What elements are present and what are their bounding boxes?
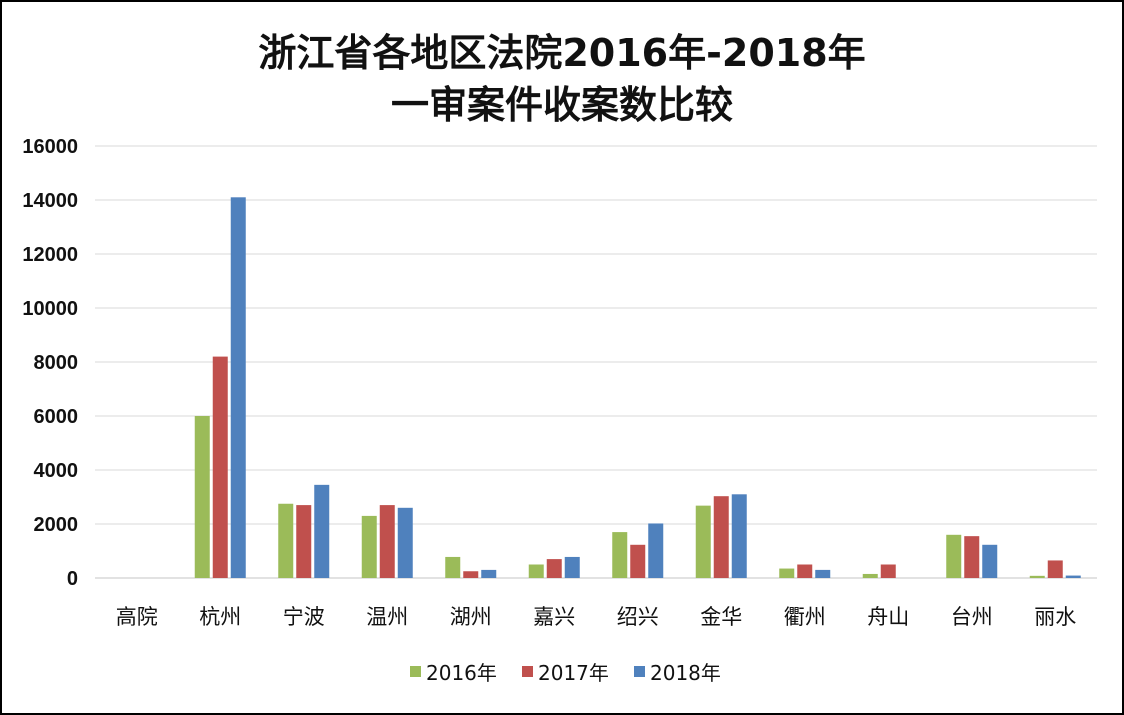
bar-2017年-台州 [964,536,980,578]
bar-2018年-湖州 [481,569,497,578]
bar-2017年-温州 [379,505,395,578]
y-tick-label: 12000 [22,244,78,266]
bar-2018年-金华 [731,494,747,578]
legend-label: 2016年 [426,661,497,685]
x-axis-categories: 高院 杭州 宁波 温州 湖州 嘉兴 绍兴 金华 衢州 舟山 台州 丽水 [116,605,1077,629]
y-tick-label: 6000 [34,406,79,428]
bar-2016年-舟山 [862,573,878,578]
bar-2018年-绍兴 [648,523,664,578]
bar-2018年-台州 [982,544,998,578]
bar-2018年-宁波 [314,484,330,578]
chart-title-line1: 浙江省各地区法院2016年-2018年 [258,31,865,75]
y-tick-label: 14000 [22,190,78,212]
bar-2018年-丽水 [1065,575,1081,578]
bar-2018年-衢州 [815,569,831,578]
x-category-label: 衢州 [784,605,826,629]
bar-2018年-嘉兴 [564,556,580,578]
legend: 2016年 2017年 2018年 [410,661,721,685]
bar-2017年-衢州 [797,564,813,578]
x-category-label: 温州 [366,605,408,629]
x-category-label: 湖州 [450,605,492,629]
bar-2016年-金华 [695,505,711,578]
bar-2017年-舟山 [880,564,896,578]
bar-2017年-杭州 [212,356,228,578]
x-category-label: 嘉兴 [533,605,575,629]
y-tick-label: 4000 [34,460,79,482]
bar-2016年-丽水 [1029,575,1045,578]
x-category-label: 高院 [116,605,158,629]
bars [194,197,1081,579]
chart-title-line2: 一审案件收案数比较 [391,83,733,127]
bar-2017年-绍兴 [630,544,646,578]
bar-2017年-宁波 [296,505,312,578]
bar-2016年-宁波 [278,503,294,578]
x-category-label: 杭州 [199,605,241,629]
bar-2016年-台州 [946,534,962,578]
y-tick-label: 2000 [34,514,79,536]
x-category-label: 台州 [951,605,993,629]
y-tick-label: 10000 [22,298,78,320]
legend-swatch [410,666,421,677]
legend-label: 2018年 [650,661,721,685]
bar-2018年-杭州 [230,197,246,579]
legend-swatch [634,666,645,677]
bar-2017年-金华 [713,496,729,578]
bar-2016年-杭州 [194,416,210,578]
legend-label: 2017年 [538,661,609,685]
x-category-label: 宁波 [283,605,325,629]
y-tick-label: 8000 [34,352,79,374]
x-category-label: 丽水 [1034,605,1076,629]
bar-2017年-嘉兴 [546,559,562,578]
x-category-label: 金华 [700,605,742,629]
bar-2017年-丽水 [1047,560,1063,578]
x-category-label: 绍兴 [617,605,659,629]
bar-2018年-温州 [397,507,413,578]
bar-2016年-衢州 [779,568,795,578]
legend-swatch [522,666,533,677]
bar-2016年-嘉兴 [528,564,544,578]
bar-2017年-湖州 [463,571,479,578]
y-tick-label: 0 [67,568,78,590]
y-tick-label: 16000 [22,136,78,158]
y-axis-ticks: 0 2000 4000 6000 8000 10000 12000 14000 16000 [22,136,78,590]
x-category-label: 舟山 [867,605,909,629]
bar-2016年-绍兴 [612,532,628,578]
bar-2016年-温州 [361,515,377,578]
bar-2016年-湖州 [445,556,461,578]
gridlines [95,145,1097,579]
